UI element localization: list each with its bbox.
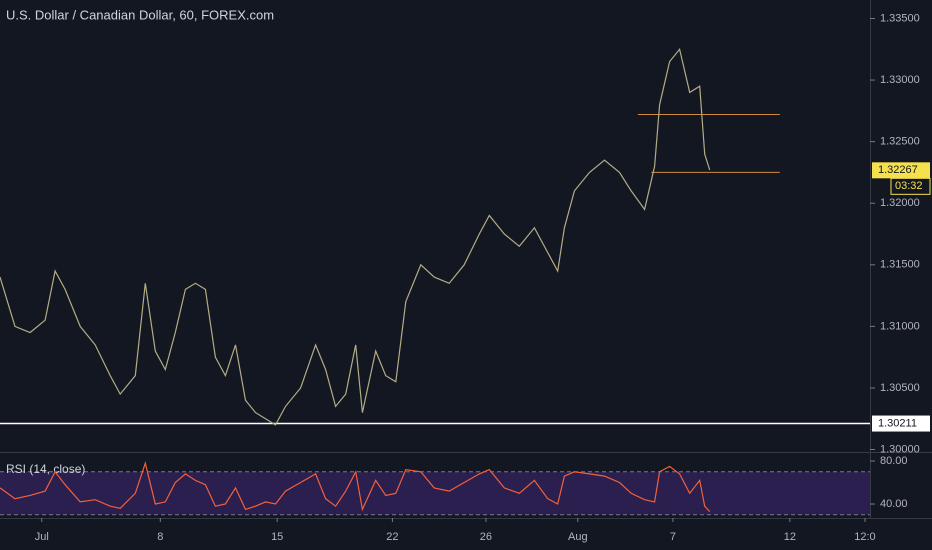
x-tick-label: 26 [480,531,492,543]
last-price-bg [872,162,930,179]
x-tick-label: 15 [271,531,283,543]
x-tick-label: 12 [784,531,796,543]
x-tick-label: 22 [386,531,398,543]
y-tick-label: 1.32500 [880,136,920,148]
x-tick-label: 8 [157,531,163,543]
x-tick-label: 12:0 [854,531,875,543]
x-tick-label: Aug [568,531,588,543]
y-tick-label: 1.32000 [880,197,920,209]
rsi-title: RSI (14, close) [6,462,85,476]
x-tick-label: Jul [35,531,49,543]
countdown-bg [890,177,931,195]
last-price-label: 1.32267 [878,164,918,176]
y-tick-label: 80.00 [880,455,908,467]
y-tick-label: 1.33000 [880,74,920,86]
rsi-line [0,461,711,513]
price-line [0,47,711,426]
y-tick-label: 1.30000 [880,443,920,455]
support-label-bg [872,415,930,432]
support-label: 1.30211 [878,417,917,429]
y-tick-label: 1.33500 [880,12,920,24]
x-tick-label: 7 [670,531,676,543]
y-tick-label: 1.31000 [880,320,920,332]
y-tick-label: 1.31500 [880,259,920,271]
rsi-band [0,471,870,515]
y-tick-label: 40.00 [880,498,908,510]
chart-title: U.S. Dollar / Canadian Dollar, 60, FOREX… [6,7,274,22]
countdown-label: 03:32 [895,180,923,192]
y-tick-label: 1.30500 [880,382,920,394]
